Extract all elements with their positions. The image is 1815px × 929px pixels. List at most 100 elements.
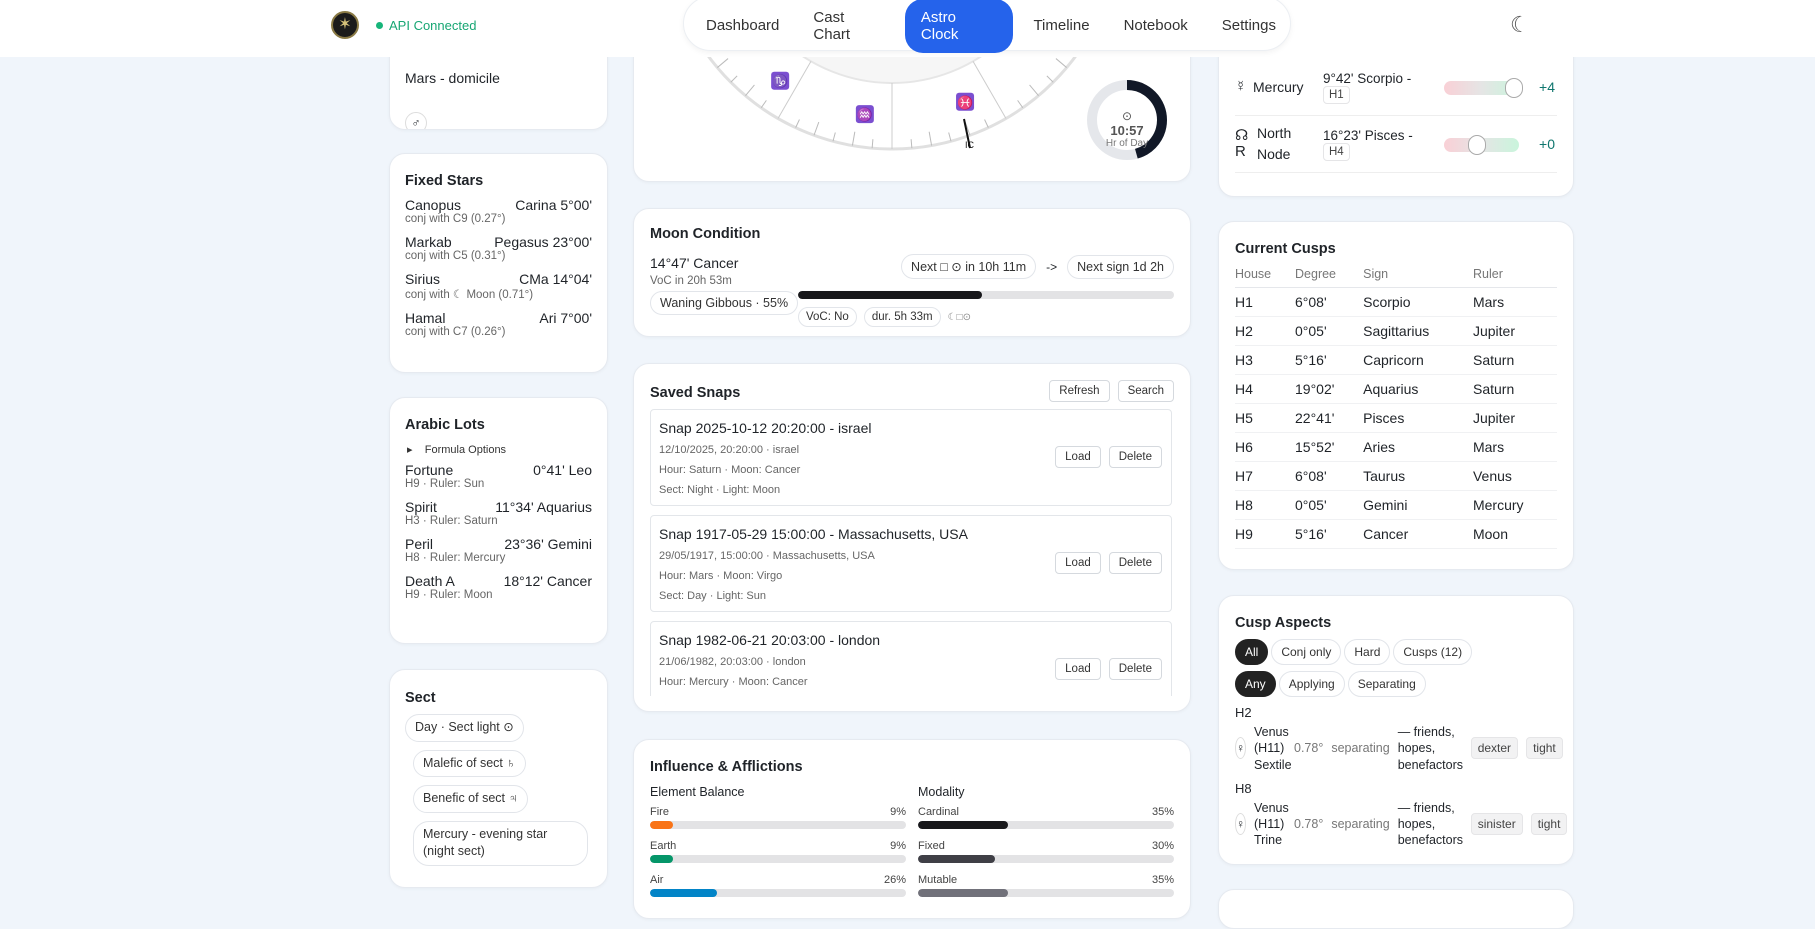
zodiac-sign-icon: ♒ (857, 107, 873, 122)
item-name: Fortune (405, 462, 454, 478)
delete-button[interactable]: Delete (1108, 446, 1162, 468)
card-title: Cusp Aspects (1235, 615, 1332, 631)
list-item: Hamal Ari 7°00' conj with C7 (0.26°) (405, 310, 592, 338)
wheel-tick (832, 132, 836, 142)
zodiac-sign-badge (855, 105, 874, 124)
filter-applying[interactable]: Applying (1278, 671, 1345, 697)
list-item: Fortune 0°41' Leo H9 · Ruler: Sun (405, 462, 592, 490)
search-button[interactable]: Search (1117, 380, 1174, 402)
wheel-tick (1046, 75, 1054, 83)
wheel-tick (760, 100, 767, 109)
planet-glyph-icon: ☿ (1235, 77, 1247, 95)
slider-thumb[interactable] (1467, 135, 1486, 155)
load-button[interactable]: Load (1055, 658, 1101, 680)
filter-separating[interactable]: Separating (1347, 671, 1426, 697)
filter-conj-only[interactable]: Conj only (1271, 639, 1342, 665)
card-title: Current Cusps (1235, 241, 1336, 257)
house-badge: H4 (1323, 142, 1350, 161)
list-item: Markab Pegasus 23°00' conj with C5 (0.31°) (405, 234, 592, 262)
cusps-table: House Degree Sign Ruler H1 6°08' Scorpio Mars H2… (1235, 263, 1557, 549)
nav-tab-cast-chart[interactable]: Cast Chart (813, 8, 851, 43)
table-cell: H4 (1235, 374, 1296, 404)
hour-donut-fill (1087, 80, 1167, 160)
delete-button[interactable]: Delete (1108, 658, 1162, 680)
score-slider[interactable] (1444, 135, 1519, 155)
item-name: Spirit (405, 499, 437, 515)
item-name: Markab (405, 234, 452, 250)
item-note: conj with C5 (0.31°) (405, 250, 506, 262)
table-cell: Mars (1472, 432, 1557, 462)
item-position: Pegasus 23°00' (494, 234, 592, 250)
ic-pointer (963, 118, 971, 149)
balance-row-air: Air 26% (650, 874, 906, 897)
delete-button[interactable]: Delete (1108, 552, 1162, 574)
planet-name: Mercury (1253, 78, 1304, 95)
moon-icon[interactable]: ☾ (1510, 12, 1530, 37)
card-title: Arabic Lots (405, 417, 485, 433)
filter-any[interactable]: Any (1235, 671, 1276, 697)
nav-tab-dashboard[interactable]: Dashboard (706, 17, 780, 34)
wheel-tick (1055, 58, 1067, 68)
saved-snaps-card: Saved Snaps Refresh Search Snap 2025-10-… (633, 363, 1191, 712)
table-cell: H1 (1235, 287, 1296, 317)
snap-sect: Sect: Night · Light: Moon (659, 484, 781, 496)
nav-tab-timeline[interactable]: Timeline (1033, 17, 1090, 34)
list-item: Canopus Carina 5°00' conj with C9 (0.27°) (405, 197, 592, 225)
item-row: Canopus Carina 5°00' (405, 197, 592, 213)
wheel-tick (1029, 84, 1039, 96)
arabic-lots-card: Arabic Lots ▸ Formula Options Fortune 0°4… (389, 397, 608, 644)
aspect-planet: Venus (H11) Sextile (1254, 725, 1292, 772)
nav-tab-astro-clock[interactable]: Astro Clock (904, 0, 1014, 53)
table-cell: Sagittarius (1363, 316, 1473, 346)
balance-bar (918, 821, 1174, 829)
group-house: H8 (1235, 780, 1252, 796)
moon-progress-bar (798, 291, 1174, 299)
nav-tab-notebook[interactable]: Notebook (1123, 17, 1188, 34)
load-button[interactable]: Load (1055, 552, 1101, 574)
next-aspect-chip: Next □ ⊙ in 10h 11m (901, 254, 1037, 279)
table-cell: H3 (1235, 345, 1296, 375)
filter-all[interactable]: All (1235, 639, 1269, 665)
fixed-stars-card: Fixed Stars Canopus Carina 5°00' conj with… (389, 153, 608, 373)
sect-card: Sect Day · Sect light ⊙ Malefic of sect ♄… (389, 669, 608, 888)
table-cell: 5°16' (1295, 345, 1364, 375)
refresh-button[interactable]: Refresh (1049, 380, 1110, 402)
top-header: ✶ API Connected Dashboard Cast Chart Astro… (0, 0, 1815, 57)
snap-item: Snap 2025-10-12 20:20:00 - israel 12/10/… (650, 409, 1172, 506)
filter-cusps-12-[interactable]: Cusps (12) (1393, 639, 1473, 665)
score-value: +4 (1539, 79, 1555, 95)
card-title: Saved Snaps (650, 385, 741, 401)
table-cell: H2 (1235, 316, 1296, 346)
formula-options-toggle[interactable]: ▸ Formula Options (407, 444, 507, 456)
snap-item: Snap 1982-06-21 20:03:00 - london 21/06/… (650, 621, 1172, 696)
card-title: Sect (405, 690, 436, 706)
filter-hard[interactable]: Hard (1344, 639, 1391, 665)
table-cell: 0°05' (1295, 316, 1364, 346)
influence-card: Influence & Afflictions Element Balance F… (633, 739, 1191, 919)
balance-label: Fixed (918, 840, 945, 852)
balance-bar (650, 855, 906, 863)
slider-thumb[interactable] (1505, 78, 1523, 98)
table-row: H9 5°16' Cancer Moon (1235, 519, 1557, 549)
table-cell: Moon (1472, 519, 1557, 549)
balance-fill (650, 855, 674, 863)
table-cell: H5 (1235, 403, 1296, 433)
balance-pct: 30% (1151, 840, 1174, 852)
table-cell: Jupiter (1472, 316, 1557, 346)
app-logo[interactable]: ✶ (331, 11, 359, 39)
duration-chip: dur. 5h 33m (863, 307, 941, 327)
aspect-tag: dexter (1470, 737, 1519, 760)
wheel-tick (717, 58, 729, 68)
table-cell: Capricorn (1363, 345, 1473, 375)
item-row: Sirius CMa 14°04' (405, 271, 592, 287)
balance-fill (650, 821, 674, 829)
arrow-text: -> (1046, 259, 1058, 274)
wheel-tick (795, 119, 800, 128)
item-note: conj with C7 (0.26°) (405, 326, 506, 338)
cusp-aspects-card: Cusp Aspects All Conj only Hard Cusps (12) … (1218, 595, 1574, 865)
nav-tab-settings[interactable]: Settings (1221, 17, 1276, 34)
score-slider[interactable] (1444, 78, 1523, 98)
balance-pct: 35% (1151, 874, 1174, 886)
load-button[interactable]: Load (1055, 446, 1101, 468)
planet-row: ☊ R North Node 16°23' Pisces - H4 +0 (1235, 116, 1557, 173)
